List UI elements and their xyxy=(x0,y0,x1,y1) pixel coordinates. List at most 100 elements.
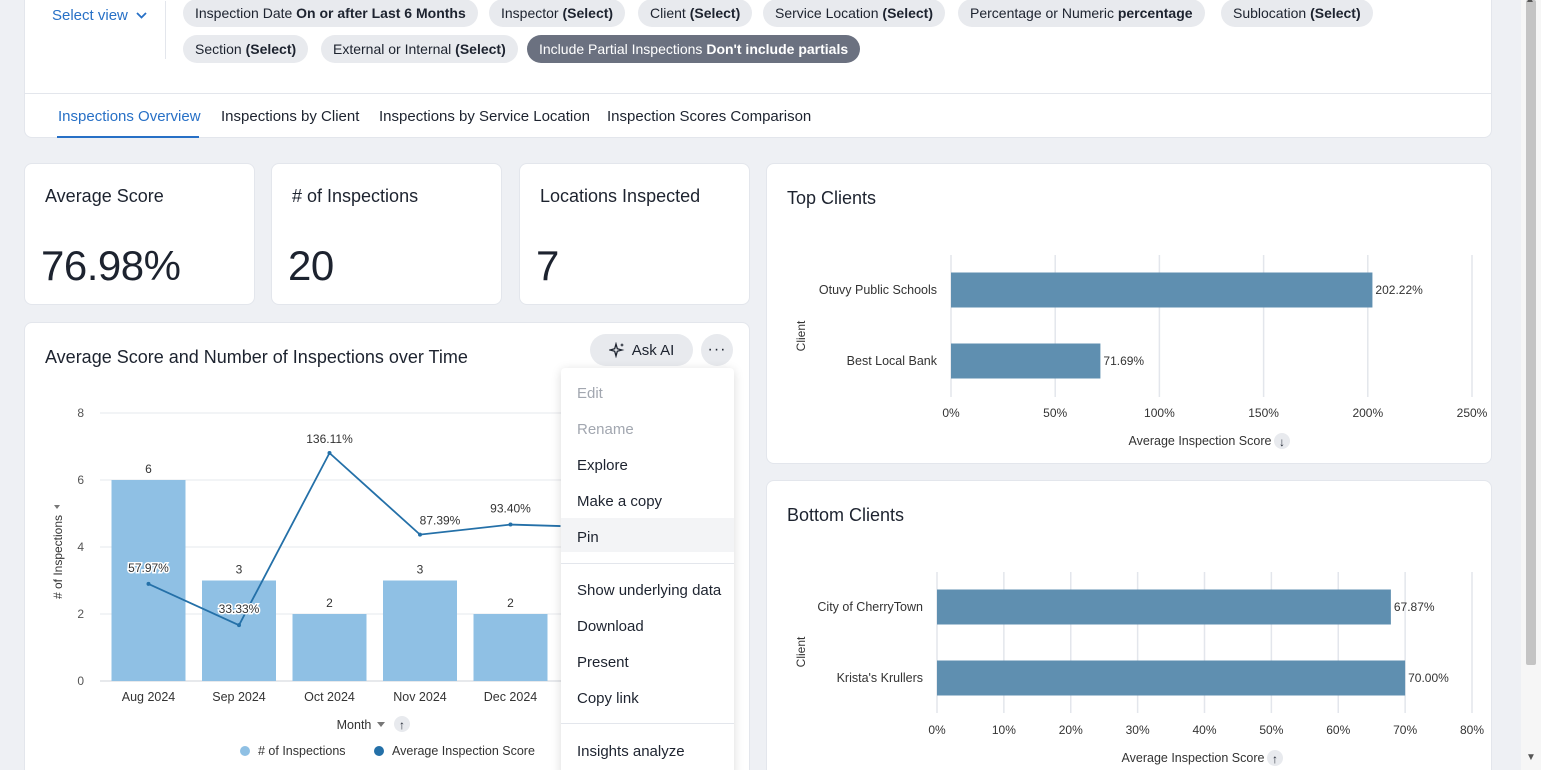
x-tick-label: Dec 2024 xyxy=(484,690,538,704)
kpi-title: Average Score xyxy=(45,186,164,206)
bar-data-label: 6 xyxy=(145,462,152,476)
ask-ai-button[interactable]: Ask AI xyxy=(590,334,693,366)
menu-item-explore[interactable]: Explore xyxy=(577,457,628,474)
line-point[interactable] xyxy=(508,522,513,527)
y-axis-dropdown-icon[interactable] xyxy=(54,505,60,509)
bar-inspections[interactable] xyxy=(292,614,367,681)
filter-name: Sublocation xyxy=(1233,5,1311,21)
bar-inspections[interactable] xyxy=(473,614,548,681)
filter-name: Percentage or Numeric xyxy=(970,5,1118,21)
filter-name: Section xyxy=(195,41,246,57)
y-tick-label: 6 xyxy=(77,473,84,487)
menu-item-pin[interactable]: Pin xyxy=(577,529,599,546)
y-tick-label: 0 xyxy=(77,674,84,688)
select-view-dropdown[interactable]: Select view xyxy=(52,7,147,24)
kpi-average-score[interactable]: Average Score 76.98% xyxy=(24,163,255,305)
menu-item-edit[interactable]: Edit xyxy=(577,385,603,402)
filter-chip-inspection-date[interactable]: Inspection Date On or after Last 6 Month… xyxy=(183,0,478,27)
line-data-label: 93.40% xyxy=(490,502,531,516)
filter-value: On or after Last 6 Months xyxy=(296,5,466,21)
menu-item-insights-analyze[interactable]: Insights analyze xyxy=(577,743,685,760)
chart-title: Top Clients xyxy=(787,188,877,208)
bar-data-label: 3 xyxy=(417,563,424,577)
bar-inspections[interactable] xyxy=(111,480,186,681)
x-tick-label: Aug 2024 xyxy=(122,690,176,704)
filter-chip-sublocation[interactable]: Sublocation (Select) xyxy=(1221,0,1373,27)
menu-item-make-a-copy[interactable]: Make a copy xyxy=(577,493,663,510)
menu-item-rename[interactable]: Rename xyxy=(577,421,634,438)
kpi-number-of-inspections[interactable]: # of Inspections 20 xyxy=(271,163,502,305)
menu-item-show-underlying-data[interactable]: Show underlying data xyxy=(577,582,722,599)
sort-ascending-icon: ↑ xyxy=(399,718,405,732)
filter-chip-service-location[interactable]: Service Location (Select) xyxy=(763,0,945,27)
tab-inspections-by-client[interactable]: Inspections by Client xyxy=(221,108,360,125)
y-tick-label: 2 xyxy=(77,607,84,621)
more-options-button[interactable]: ··· xyxy=(701,334,733,366)
x-tick-label: Oct 2024 xyxy=(304,690,355,704)
legend-marker xyxy=(240,746,250,756)
filter-value: (Select) xyxy=(455,41,506,57)
menu-item-present[interactable]: Present xyxy=(577,654,629,671)
scrollbar-thumb[interactable] xyxy=(1526,0,1536,665)
filter-chip-percentage-numeric[interactable]: Percentage or Numeric percentage xyxy=(958,0,1205,27)
kpi-locations-inspected[interactable]: Locations Inspected 7 xyxy=(519,163,750,305)
kpi-value: 76.98% xyxy=(41,242,181,289)
line-point[interactable] xyxy=(237,623,241,628)
line-point[interactable] xyxy=(327,451,332,456)
line-point[interactable] xyxy=(146,581,151,586)
kpi-title: Locations Inspected xyxy=(540,186,701,206)
chart-title: Average Score and Number of Inspections … xyxy=(45,347,468,367)
tab-inspections-overview[interactable]: Inspections Overview xyxy=(58,108,201,125)
x-axis-label[interactable]: Month xyxy=(337,718,372,732)
line-data-label: 87.39% xyxy=(420,514,461,528)
x-tick-label: Sep 2024 xyxy=(212,690,266,704)
filter-header: Select view Inspection Date On or after … xyxy=(24,0,1492,138)
y-axis-label[interactable]: # of Inspections xyxy=(51,515,65,599)
scroll-down-arrow-icon[interactable]: ▼ xyxy=(1526,752,1536,763)
legend-label[interactable]: # of Inspections xyxy=(258,744,346,758)
bar-data-label: 3 xyxy=(236,563,243,577)
filter-value: percentage xyxy=(1117,5,1193,21)
filter-chip-inspector[interactable]: Inspector (Select) xyxy=(489,0,626,27)
filter-name: External or Internal xyxy=(333,41,456,57)
tab-inspections-by-service-location[interactable]: Inspections by Service Location xyxy=(379,108,590,125)
menu-item-copy-link[interactable]: Copy link xyxy=(577,690,639,707)
filter-value: (Select) xyxy=(1310,5,1361,21)
filter-name: Inspector xyxy=(501,5,563,21)
chevron-down-icon xyxy=(136,12,147,19)
bar-inspections[interactable] xyxy=(383,580,457,682)
bottom-clients-panel: Bottom Clients xyxy=(766,480,1492,770)
filter-name: Client xyxy=(650,5,690,21)
menu-separator xyxy=(561,723,734,724)
filter-value: Don't include partials xyxy=(706,41,849,57)
filter-chip-client[interactable]: Client (Select) xyxy=(638,0,753,27)
filter-chip-section[interactable]: Section (Select) xyxy=(183,35,309,63)
filter-chip-external-internal[interactable]: External or Internal (Select) xyxy=(321,35,518,63)
filter-name: Include Partial Inspections xyxy=(539,41,707,57)
sparkle-icon xyxy=(608,342,625,358)
filter-value: (Select) xyxy=(245,41,297,57)
line-data-label: 33.33% xyxy=(219,602,260,616)
legend-label[interactable]: Average Inspection Score xyxy=(392,744,535,758)
bar-inspections[interactable] xyxy=(202,580,276,682)
x-tick-label: Nov 2024 xyxy=(393,690,447,704)
menu-item-download[interactable]: Download xyxy=(577,618,644,635)
scroll-up-arrow-icon[interactable]: ▲ xyxy=(1525,0,1535,5)
sort-button[interactable] xyxy=(394,716,410,732)
line-average-score[interactable] xyxy=(148,451,561,627)
tab-inspection-scores-comparison[interactable]: Inspection Scores Comparison xyxy=(607,108,812,125)
chart-context-menu: Edit Rename Explore Make a copy Pin Show… xyxy=(561,368,734,770)
filter-name: Inspection Date xyxy=(195,5,297,21)
active-tab-indicator xyxy=(57,136,199,138)
x-axis-dropdown-icon[interactable] xyxy=(377,722,385,727)
header-divider xyxy=(165,1,166,59)
y-tick-label: 4 xyxy=(77,540,84,554)
filter-chip-include-partial[interactable]: Include Partial Inspections Don't includ… xyxy=(527,35,861,63)
filter-value: (Select) xyxy=(562,5,614,21)
kpi-title: # of Inspections xyxy=(292,186,419,206)
filter-name: Service Location xyxy=(775,5,883,21)
line-point[interactable] xyxy=(418,532,422,537)
ask-ai-label: Ask AI xyxy=(631,341,675,359)
kpi-value: 7 xyxy=(536,242,559,289)
